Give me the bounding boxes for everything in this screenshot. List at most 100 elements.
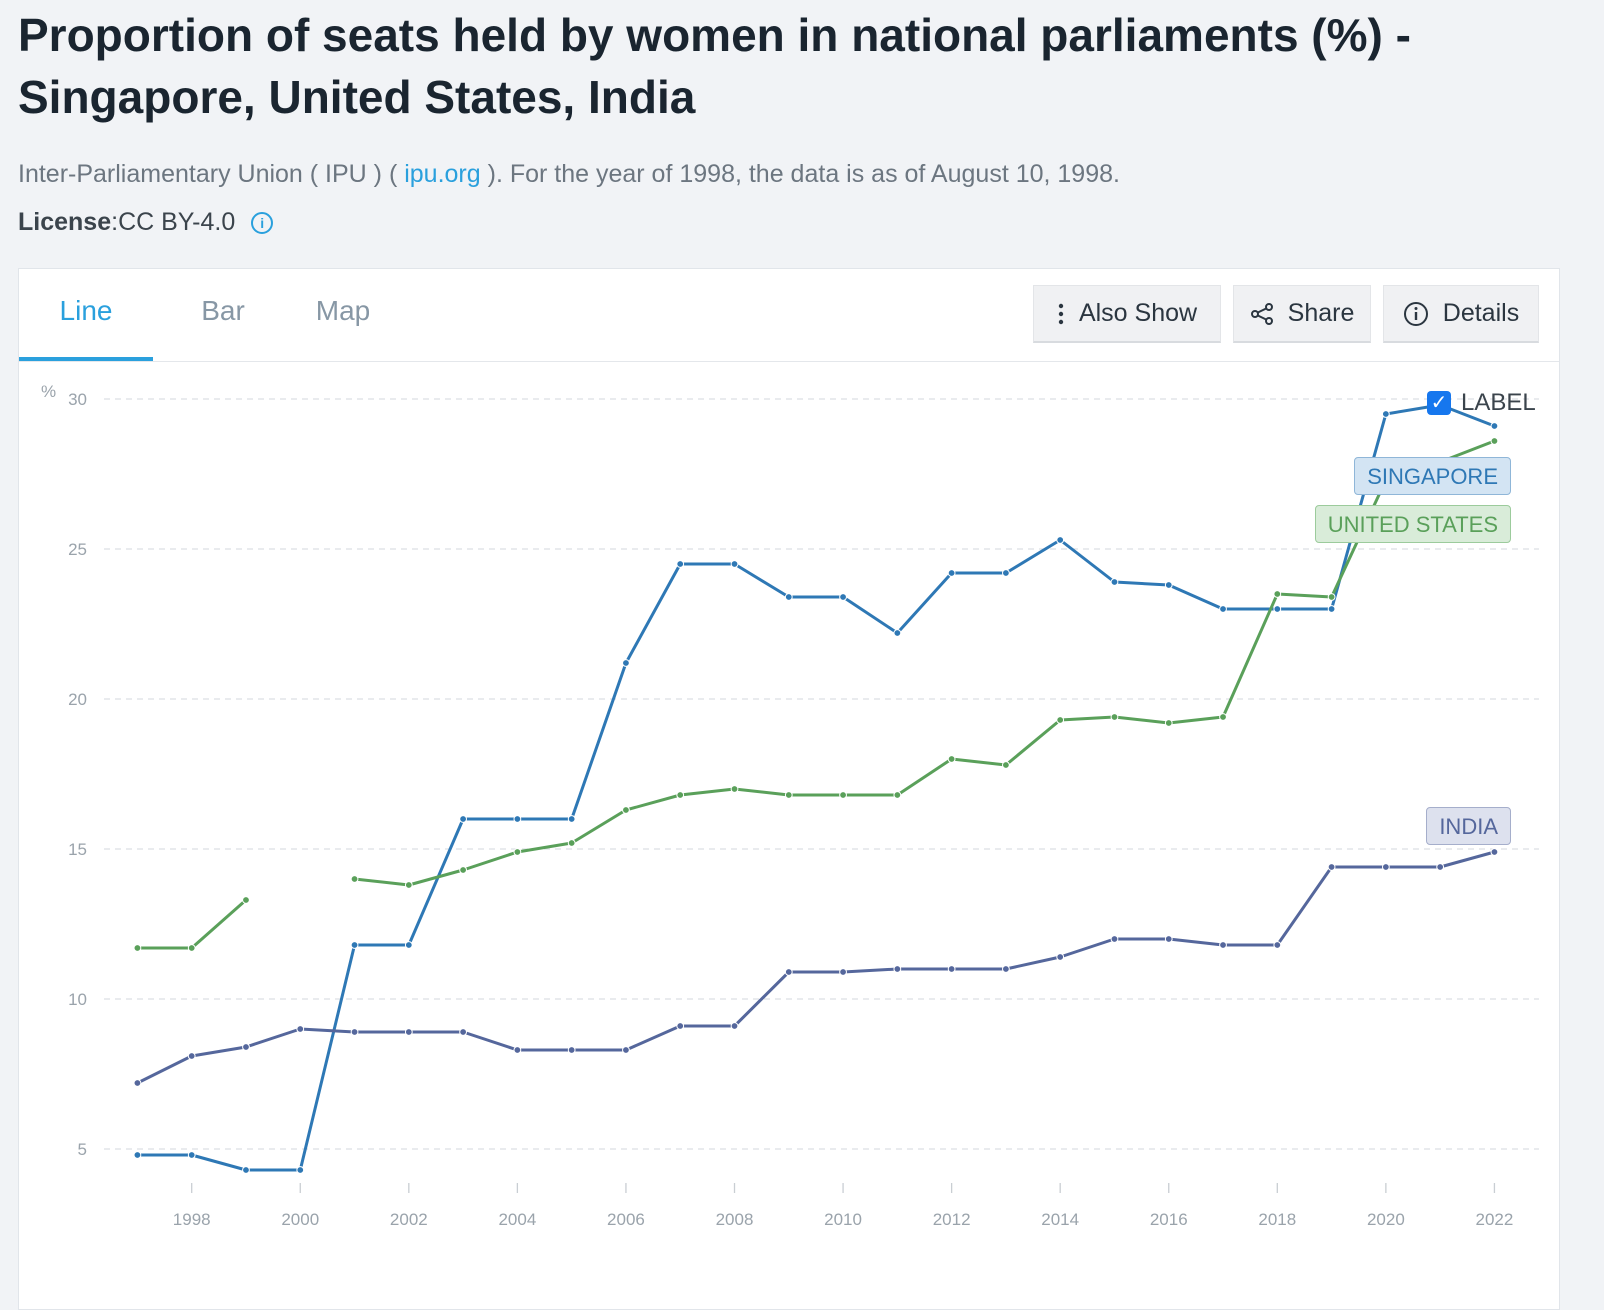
data-point-singapore	[1327, 605, 1336, 613]
data-point-india	[676, 1022, 685, 1030]
data-point-united-states	[947, 755, 956, 763]
x-tick-label: 2016	[1150, 1210, 1188, 1229]
data-point-singapore	[1219, 605, 1227, 613]
data-point-united-states	[1490, 437, 1499, 445]
tab-line[interactable]: Line	[19, 269, 153, 361]
vertical-dots-icon	[1057, 303, 1065, 325]
x-tick-label: 2002	[390, 1210, 428, 1229]
x-tick-label: 2000	[281, 1210, 319, 1229]
data-point-india	[513, 1046, 522, 1054]
data-point-united-states	[839, 791, 847, 799]
also-show-button[interactable]: Also Show	[1033, 285, 1221, 343]
data-point-singapore	[730, 560, 739, 568]
y-tick-label: 25	[68, 540, 87, 559]
source-line: Inter-Parliamentary Union ( IPU ) ( ipu.…	[18, 160, 1120, 189]
data-point-united-states	[513, 848, 522, 856]
x-tick-label: 2014	[1041, 1210, 1079, 1229]
series-line-india	[136, 850, 1495, 1085]
data-point-india	[1110, 935, 1119, 943]
data-point-united-states	[567, 839, 576, 847]
data-point-singapore	[1002, 569, 1010, 577]
data-point-singapore	[1110, 578, 1119, 586]
y-tick-label: 15	[68, 840, 87, 859]
data-point-india	[839, 968, 847, 976]
data-point-singapore	[1164, 581, 1173, 589]
data-point-united-states	[1219, 713, 1227, 721]
data-point-singapore	[676, 560, 685, 568]
data-point-india	[1273, 941, 1282, 949]
data-point-united-states	[404, 881, 413, 889]
checkbox-checked-icon[interactable]: ✓	[1427, 391, 1451, 415]
data-point-united-states	[676, 791, 685, 799]
data-point-india	[459, 1028, 468, 1036]
data-point-india	[567, 1046, 576, 1054]
data-point-united-states	[730, 785, 739, 793]
share-button[interactable]: Share	[1233, 285, 1371, 343]
data-point-india	[1164, 935, 1173, 943]
y-tick-label: 20	[68, 690, 87, 709]
line-chart: % 5 10 15 20 25 30 1998 2000 2002 2004 2006 2008 2010…	[41, 382, 1539, 1229]
data-point-singapore	[893, 629, 902, 637]
license-label: License	[18, 208, 112, 236]
info-icon[interactable]: i	[251, 211, 274, 234]
y-axis-label: %	[41, 382, 56, 401]
data-point-united-states	[1273, 590, 1282, 598]
data-point-united-states	[459, 866, 468, 874]
data-point-united-states	[133, 944, 142, 952]
data-point-india	[1056, 953, 1065, 961]
data-point-india	[947, 965, 956, 973]
tab-bar[interactable]: Bar	[201, 295, 245, 326]
data-point-united-states	[350, 875, 359, 883]
x-tick-label: 2020	[1367, 1210, 1405, 1229]
series-line-singapore	[137, 403, 1495, 1172]
series-label-singapore: SINGAPORE	[1354, 457, 1511, 495]
x-tick-label: 2012	[933, 1210, 971, 1229]
details-button[interactable]: Details	[1383, 285, 1539, 343]
x-tick-label: 2010	[824, 1210, 862, 1229]
data-point-singapore	[1490, 422, 1499, 430]
data-point-india	[1436, 863, 1445, 871]
also-show-label: Also Show	[1078, 299, 1198, 327]
data-point-india	[893, 965, 902, 973]
share-icon	[1250, 302, 1274, 326]
data-point-india	[622, 1046, 630, 1054]
data-point-united-states	[1002, 761, 1010, 769]
share-label: Share	[1287, 299, 1355, 327]
data-point-singapore	[187, 1151, 196, 1159]
data-point-india	[1381, 863, 1390, 871]
data-point-united-states	[1327, 593, 1336, 601]
data-point-singapore	[567, 815, 576, 823]
data-point-india	[296, 1025, 305, 1033]
data-point-united-states	[1110, 713, 1119, 721]
x-tick-label: 2006	[607, 1210, 645, 1229]
tab-map[interactable]: Map	[315, 295, 371, 326]
data-point-india	[1490, 848, 1499, 856]
data-point-india	[242, 1043, 250, 1051]
data-point-singapore	[459, 815, 468, 823]
data-point-singapore	[1056, 536, 1065, 544]
data-point-singapore	[296, 1166, 305, 1174]
data-point-singapore	[947, 569, 956, 577]
info-circle-icon	[1403, 301, 1429, 327]
series-line-united-states	[354, 439, 1495, 887]
license-line: License : CC BY-4.0 i	[18, 208, 274, 237]
label-toggle[interactable]: ✓ LABEL	[1427, 389, 1536, 417]
data-point-united-states	[187, 944, 196, 952]
series-line-united-states	[137, 898, 247, 950]
label-toggle-text: LABEL	[1461, 389, 1536, 416]
series-label-india: INDIA	[1426, 807, 1511, 845]
data-point-singapore	[350, 941, 359, 949]
data-point-singapore	[1381, 410, 1390, 418]
x-tick-label: 2004	[498, 1210, 536, 1229]
source-link[interactable]: ipu.org	[404, 160, 481, 188]
license-value: CC BY-4.0	[118, 208, 236, 236]
data-point-singapore	[622, 659, 630, 667]
data-point-united-states	[242, 896, 250, 904]
source-suffix: ). For the year of 1998, the data is as …	[480, 160, 1120, 188]
data-point-united-states	[784, 791, 793, 799]
data-point-india	[1002, 965, 1010, 973]
data-point-singapore	[784, 593, 793, 601]
data-point-singapore	[839, 593, 847, 601]
data-point-singapore	[1273, 605, 1282, 613]
x-tick-label: 2022	[1476, 1210, 1514, 1229]
